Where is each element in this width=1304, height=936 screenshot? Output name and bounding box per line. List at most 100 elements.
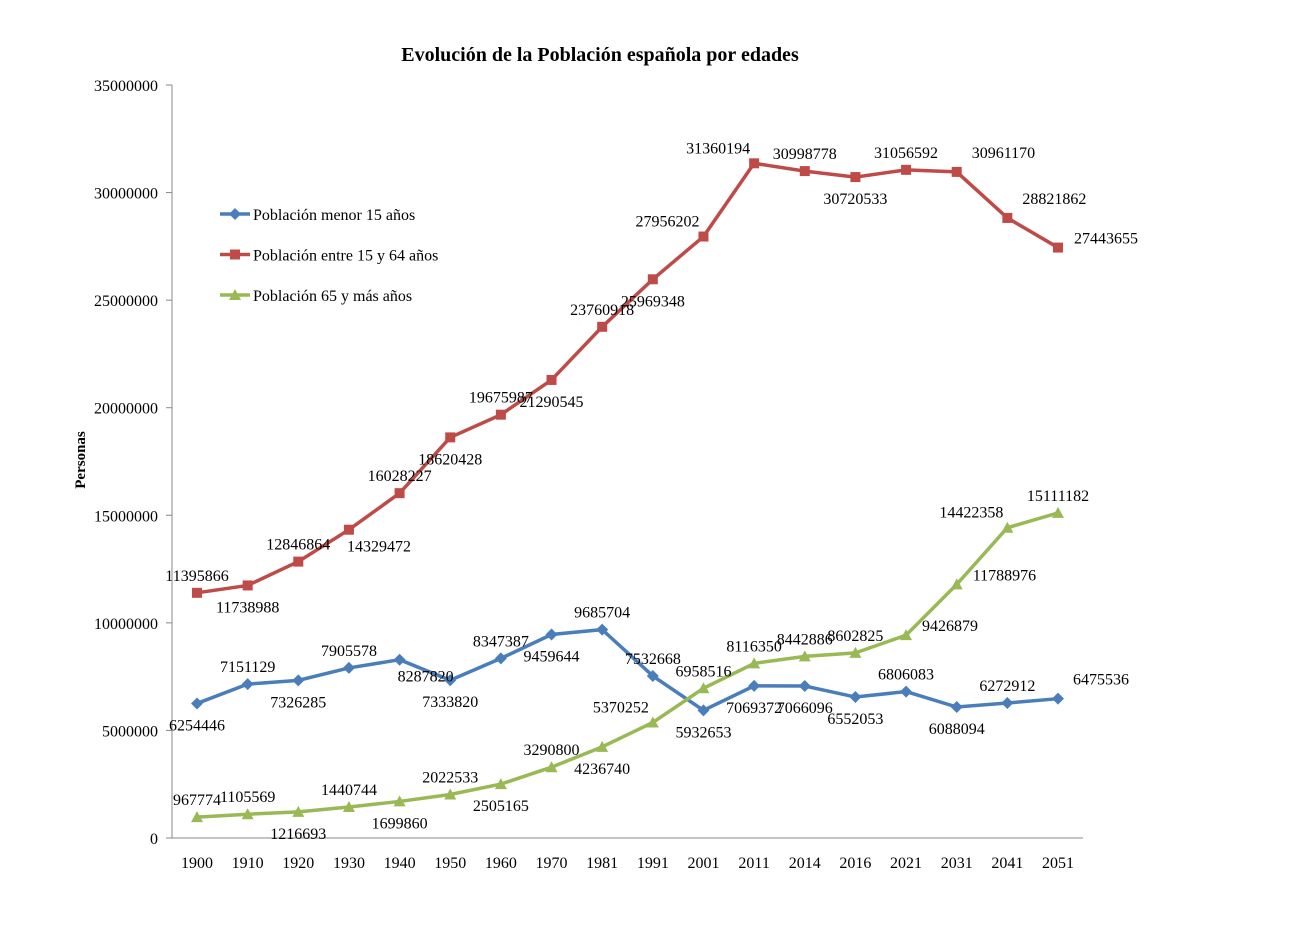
data-point xyxy=(951,166,962,177)
data-point xyxy=(1002,212,1013,223)
data-point xyxy=(646,716,659,728)
data-label: 19675987 xyxy=(469,390,533,407)
data-label: 7905578 xyxy=(321,643,377,660)
data-label: 18620428 xyxy=(418,451,482,468)
data-label: 25969348 xyxy=(621,293,685,310)
data-point xyxy=(545,628,558,641)
data-label: 7333820 xyxy=(422,694,478,711)
data-point xyxy=(546,374,557,385)
x-tick-label: 2014 xyxy=(789,855,821,872)
data-point xyxy=(901,164,912,175)
data-point xyxy=(192,587,202,598)
data-point xyxy=(444,674,457,687)
x-tick-label: 1910 xyxy=(232,855,264,872)
data-label: 1440744 xyxy=(321,782,377,799)
data-label: 7151129 xyxy=(220,659,275,676)
y-tick-label: 0 xyxy=(150,831,158,848)
data-point xyxy=(697,704,710,717)
data-point xyxy=(292,674,305,687)
data-point xyxy=(394,488,405,499)
x-tick-label: 2016 xyxy=(839,855,871,872)
data-label: 11738988 xyxy=(216,599,279,616)
data-label: 5932653 xyxy=(675,724,731,741)
data-point xyxy=(900,629,913,641)
legend: Población menor 15 años Población entre 1… xyxy=(220,207,438,305)
data-label: 9426879 xyxy=(922,618,978,635)
data-point xyxy=(597,321,608,332)
data-point xyxy=(748,657,761,669)
data-label: 7326285 xyxy=(270,694,326,711)
data-label: 31056592 xyxy=(874,145,938,162)
data-point xyxy=(393,795,406,807)
data-point xyxy=(242,580,253,591)
data-label: 27443655 xyxy=(1074,231,1138,248)
data-point xyxy=(343,524,354,535)
data-point xyxy=(191,811,203,823)
data-label: 12846864 xyxy=(266,537,330,554)
data-label: 6272912 xyxy=(979,678,1035,695)
legend-label: Población 65 y más años xyxy=(253,288,412,305)
x-tick-label: 2001 xyxy=(687,855,719,872)
data-label: 8602825 xyxy=(827,628,883,645)
data-label: 1105569 xyxy=(220,789,275,806)
data-point xyxy=(293,556,304,567)
data-label: 3290800 xyxy=(524,742,580,759)
data-label: 30961170 xyxy=(972,145,1035,162)
y-tick-label: 10000000 xyxy=(94,616,158,633)
data-label: 6088094 xyxy=(929,721,985,738)
y-tick-label: 20000000 xyxy=(94,401,158,418)
data-label: 6958516 xyxy=(675,663,731,680)
data-point xyxy=(545,761,558,773)
data-label: 8347387 xyxy=(473,633,529,650)
x-tick-label: 2011 xyxy=(738,855,769,872)
chart-title: Evolución de la Población española por e… xyxy=(401,44,799,66)
series-line xyxy=(196,627,1059,713)
data-label: 6806083 xyxy=(878,667,934,684)
data-point xyxy=(849,646,862,658)
data-point xyxy=(1001,521,1014,533)
x-tick-label: 2051 xyxy=(1042,855,1074,872)
data-point xyxy=(229,289,241,300)
data-label: 6475536 xyxy=(1073,672,1129,689)
data-point xyxy=(849,691,862,704)
x-tick-label: 1930 xyxy=(333,855,365,872)
data-label: 23760918 xyxy=(570,302,634,319)
data-label: 27956202 xyxy=(635,214,699,231)
data-point xyxy=(444,788,457,800)
data-label: 9685704 xyxy=(574,605,630,622)
data-label: 2505165 xyxy=(473,798,529,815)
data-label: 16028227 xyxy=(368,468,432,485)
data-point xyxy=(241,678,254,691)
y-tick-label: 5000000 xyxy=(102,723,158,740)
x-tick-label: 2021 xyxy=(890,855,922,872)
legend-label: Población menor 15 años xyxy=(253,207,415,224)
x-tick-label: 1950 xyxy=(434,855,466,872)
data-label: 8287820 xyxy=(398,669,454,686)
data-point xyxy=(596,740,609,752)
y-tick-label: 25000000 xyxy=(94,293,158,310)
data-label: 5370252 xyxy=(593,699,649,716)
data-label: 6552053 xyxy=(827,711,883,728)
y-axis-label: Personas xyxy=(73,431,89,489)
data-point xyxy=(342,661,355,674)
data-point xyxy=(799,166,810,177)
data-point xyxy=(749,158,760,169)
data-point xyxy=(596,623,609,636)
x-tick-label: 1981 xyxy=(586,855,618,872)
data-label: 30998778 xyxy=(773,146,837,163)
data-label: 7066096 xyxy=(777,700,833,717)
data-label: 967774 xyxy=(173,792,221,809)
data-point xyxy=(292,805,305,817)
data-label: 9459644 xyxy=(524,648,580,665)
data-point xyxy=(950,701,963,714)
data-label: 14329472 xyxy=(347,539,411,556)
x-tick-label: 2031 xyxy=(941,855,973,872)
data-label: 28821862 xyxy=(1022,191,1086,208)
data-label: 7532668 xyxy=(625,651,681,668)
data-point xyxy=(230,249,240,260)
data-point xyxy=(191,697,203,710)
data-point xyxy=(698,231,709,242)
data-point xyxy=(697,682,710,694)
data-point xyxy=(1001,697,1014,710)
